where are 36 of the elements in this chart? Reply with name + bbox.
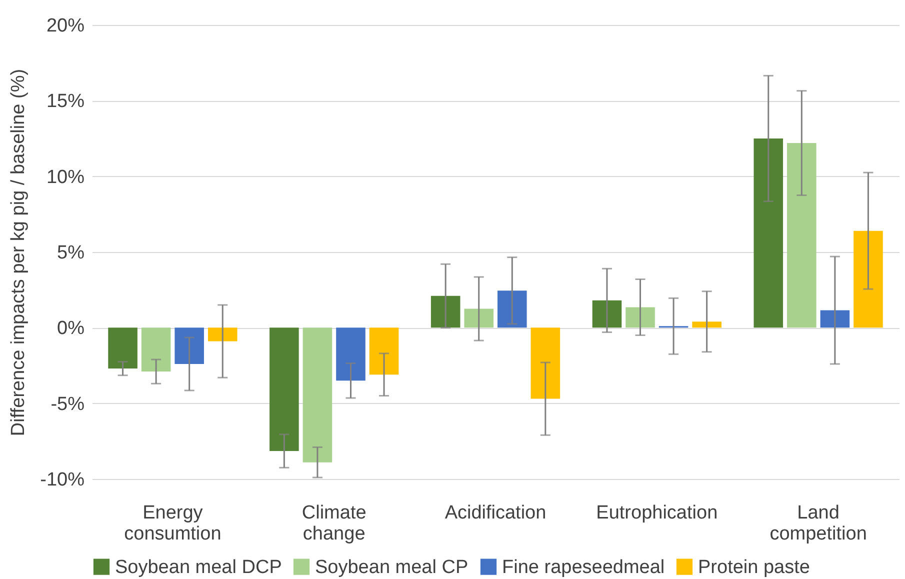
bar — [336, 328, 366, 381]
x-tick-label: Land competition — [770, 502, 867, 544]
x-tick-label: Eutrophication — [596, 502, 718, 524]
legend-label: Soybean meal CP — [315, 556, 468, 578]
legend-label: Protein paste — [698, 556, 810, 578]
bar — [208, 328, 238, 342]
x-tick-label: Acidification — [444, 502, 546, 524]
legend-label: Fine rapeseedmeal — [502, 556, 665, 578]
bar — [369, 328, 399, 375]
bar — [464, 308, 494, 328]
bar — [270, 328, 299, 452]
legend-label: Soybean meal DCP — [115, 556, 282, 578]
bar — [108, 328, 138, 369]
y-tick-label: 5% — [57, 242, 85, 264]
x-tick-label: Climate change — [302, 502, 366, 544]
bar — [692, 322, 722, 328]
bar — [626, 307, 655, 328]
y-axis-title: Difference impacts per kg pig / baseline (%) — [8, 68, 30, 436]
bar — [174, 328, 204, 364]
bar — [754, 138, 784, 328]
bar — [820, 310, 850, 328]
bar — [497, 290, 527, 328]
y-tick-label: 20% — [46, 16, 85, 36]
y-tick-label: 10% — [46, 166, 85, 188]
bar — [592, 300, 622, 328]
y-tick-label: -5% — [50, 394, 85, 415]
bar — [530, 328, 560, 399]
bar — [141, 328, 171, 372]
bar — [787, 143, 816, 328]
bar — [854, 230, 883, 328]
bar — [430, 296, 460, 328]
y-tick-label: 0% — [57, 318, 85, 340]
y-tick-label: 15% — [46, 91, 85, 112]
x-tick-label: Energy consumtion — [124, 502, 222, 544]
y-tick-label: -10% — [40, 470, 85, 490]
bar — [302, 328, 332, 462]
